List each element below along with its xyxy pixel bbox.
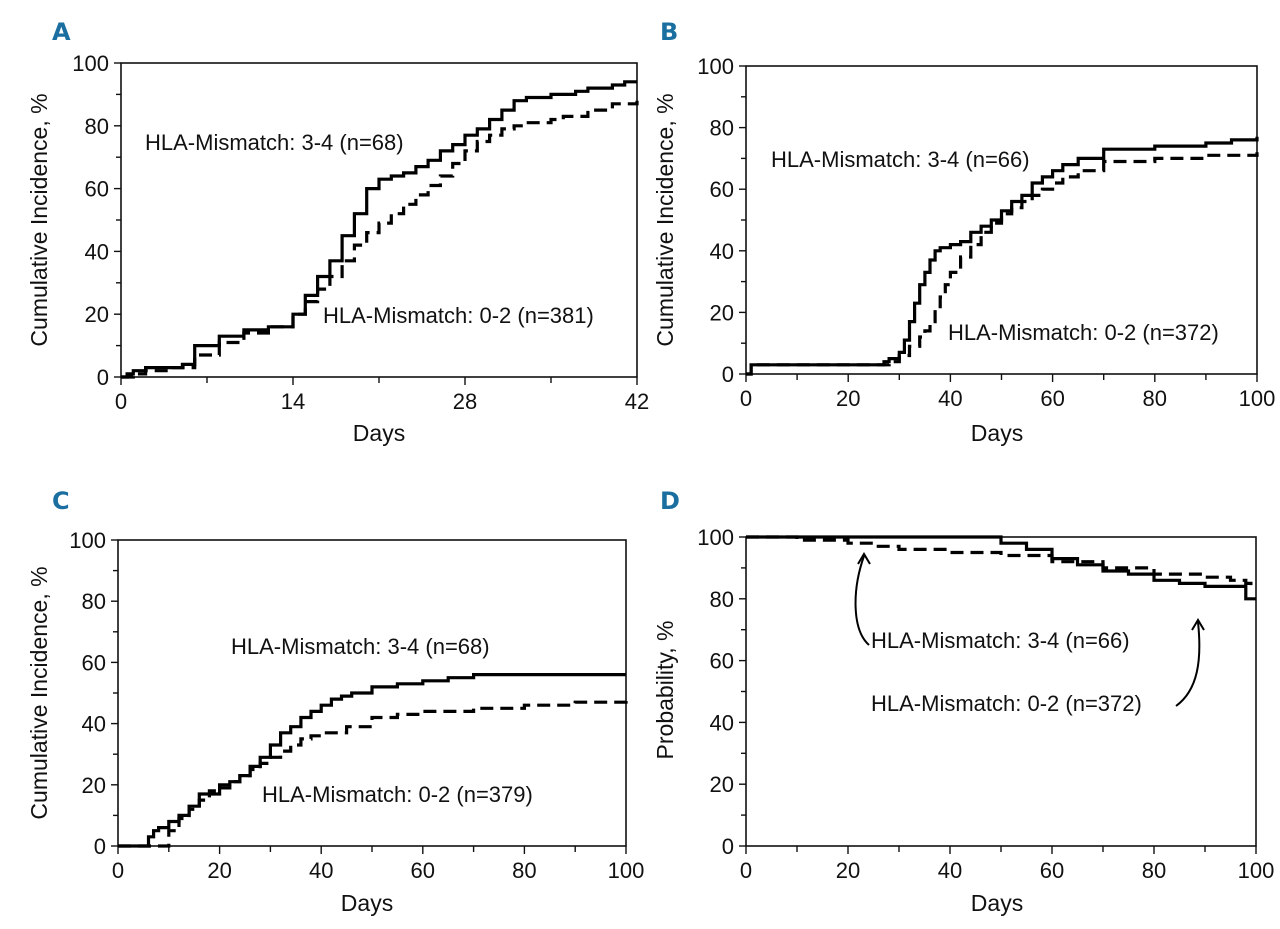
panel-letter: C	[52, 487, 70, 515]
x-tick-label: 20	[836, 386, 860, 411]
y-tick-label: 40	[82, 712, 106, 737]
arrowhead	[1191, 618, 1205, 631]
panel-c: C 0 20 40 60 80 100 0 20 40 60 80 100 Days Cumulative …	[26, 487, 644, 916]
annotation-label: HLA-Mismatch: 0-2 (n=372)	[948, 320, 1219, 345]
panel-letter: A	[52, 18, 71, 46]
annotation-label: HLA-Mismatch: 3-4 (n=68)	[231, 634, 490, 659]
annotation-label: HLA-Mismatch: 3-4 (n=66)	[771, 147, 1030, 172]
y-tick-label: 100	[69, 528, 106, 553]
y-tick-label: 60	[85, 177, 109, 202]
y-tick-label: 20	[85, 302, 109, 327]
y-tick-label: 0	[94, 834, 106, 859]
y-tick-label: 20	[710, 300, 734, 325]
y-tick-label: 0	[97, 365, 109, 390]
series-line-hla-mismatch-0-2	[118, 696, 628, 848]
x-tick-label: 0	[115, 389, 127, 414]
y-tick-label: 80	[82, 589, 106, 614]
series-line-hla-mismatch-3-4	[118, 673, 626, 848]
series-line-hla-mismatch-0-2	[121, 100, 639, 379]
x-tick-label: 80	[1142, 858, 1166, 883]
annotation-arrow	[1175, 621, 1201, 707]
x-tick-label: 20	[836, 858, 860, 883]
x-tick-label: 0	[112, 858, 124, 883]
panel-letter: D	[660, 487, 680, 515]
y-tick-label: 60	[710, 649, 734, 674]
x-tick-label: 0	[740, 386, 752, 411]
x-axis-title: Days	[353, 420, 405, 446]
y-axis-title: Probability, %	[652, 621, 678, 760]
x-tick-label: 0	[740, 858, 752, 883]
series-line-hla-mismatch-3-4	[746, 136, 1259, 376]
y-tick-label: 100	[697, 54, 734, 79]
panel-a: A 0 20 40 60 80 100 0 14 28 42 Days Cumulative Incid…	[26, 18, 649, 446]
x-tick-label: 100	[608, 858, 645, 883]
annotation-arrow	[854, 555, 870, 646]
series-line-hla-mismatch-0-2	[746, 535, 1253, 590]
y-tick-label: 60	[82, 650, 106, 675]
x-tick-label: 40	[309, 858, 333, 883]
x-tick-label: 28	[453, 389, 477, 414]
x-tick-label: 40	[938, 858, 962, 883]
y-axis-title: Cumulative Incidence, %	[26, 566, 52, 819]
x-tick-label: 80	[1143, 386, 1167, 411]
x-tick-label: 60	[1040, 386, 1064, 411]
series-line-hla-mismatch-3-4	[746, 535, 1256, 601]
y-tick-label: 60	[710, 177, 734, 202]
y-axis-title: Cumulative Incidence, %	[26, 93, 52, 346]
x-axis-title: Days	[971, 890, 1023, 916]
x-tick-label: 80	[512, 858, 536, 883]
y-tick-label: 80	[710, 116, 734, 141]
annotation-label: HLA-Mismatch: 3-4 (n=66)	[871, 628, 1130, 653]
y-tick-label: 80	[710, 587, 734, 612]
annotation-label: HLA-Mismatch: 0-2 (n=381)	[323, 303, 594, 328]
x-axis-title: Days	[341, 890, 393, 916]
y-tick-label: 0	[722, 362, 734, 387]
x-tick-label: 60	[411, 858, 435, 883]
arrowhead	[857, 552, 871, 565]
panel-d: D 0 20 40 60 80 100 0 20 40 60 80 100 Days Probability…	[652, 487, 1274, 916]
y-tick-label: 100	[697, 525, 734, 550]
x-tick-label: 20	[207, 858, 231, 883]
y-tick-label: 100	[72, 51, 109, 76]
plot-frame	[120, 62, 638, 378]
y-tick-label: 40	[710, 710, 734, 735]
y-tick-label: 40	[710, 239, 734, 264]
y-tick-label: 80	[85, 114, 109, 139]
annotation-label: HLA-Mismatch: 0-2 (n=379)	[262, 782, 533, 807]
y-tick-label: 0	[722, 834, 734, 859]
x-tick-label: 40	[938, 386, 962, 411]
x-tick-label: 100	[1239, 386, 1276, 411]
y-tick-label: 20	[82, 773, 106, 798]
x-axis-title: Days	[971, 420, 1023, 446]
panel-letter: B	[660, 18, 678, 46]
y-axis-title: Cumulative Incidence, %	[652, 93, 678, 346]
y-tick-label: 20	[710, 772, 734, 797]
annotation-label: HLA-Mismatch: 3-4 (n=68)	[145, 130, 404, 155]
annotation-label: HLA-Mismatch: 0-2 (n=372)	[871, 691, 1142, 716]
x-tick-label: 60	[1040, 858, 1064, 883]
series-line-hla-mismatch-0-2	[746, 152, 1259, 376]
x-tick-label: 14	[281, 389, 305, 414]
y-tick-label: 40	[85, 239, 109, 264]
x-tick-label: 100	[1238, 858, 1275, 883]
panel-b: B 0 20 40 60 80 100 0 20 40 60 80 100 Days Cumulative …	[652, 18, 1275, 446]
x-tick-label: 42	[625, 389, 649, 414]
